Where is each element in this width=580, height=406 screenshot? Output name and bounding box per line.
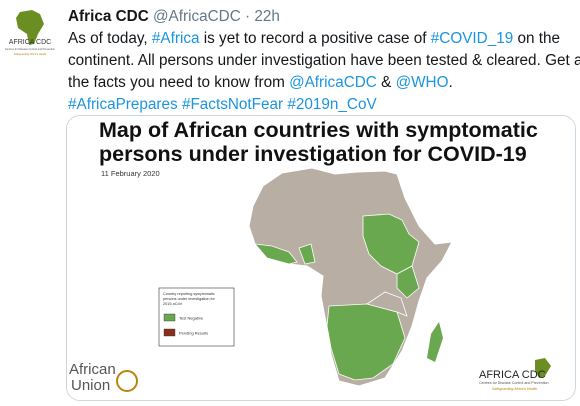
legend-label: Pending Results [179, 331, 208, 336]
text: . [448, 74, 453, 91]
link[interactable]: #FactsNotFear [181, 96, 284, 113]
au-emblem [116, 370, 138, 392]
map-image: Map of African countries with symptomati… [67, 116, 575, 400]
tweet-header: Africa CDC @AfricaCDC · 22h [68, 8, 280, 26]
cdc-logo-subtitle: Centres for Disease Control and Preventi… [479, 381, 549, 385]
avatar[interactable]: AFRICA CDC Centres for Disease Control a… [2, 4, 58, 60]
region-negative [254, 243, 298, 265]
author-name[interactable]: Africa CDC [68, 8, 149, 25]
region-negative [396, 265, 420, 299]
image-date: 11 February 2020 [101, 169, 160, 178]
text: & [376, 74, 396, 91]
link[interactable]: #Africa [151, 30, 200, 47]
separator: · [245, 8, 251, 25]
avatar-tagline: Safeguarding Africa's Health [14, 52, 47, 56]
link[interactable]: @AfricaCDC [289, 74, 377, 91]
cdc-logo-map [535, 358, 551, 378]
link[interactable]: #COVID_19 [430, 30, 514, 47]
link[interactable]: #2019n_CoV [287, 96, 377, 113]
timestamp[interactable]: 22h [254, 8, 280, 25]
logo-map [16, 10, 44, 45]
avatar-logo: AFRICA CDC Centres for Disease Control a… [5, 10, 56, 56]
legend-swatch [163, 328, 176, 337]
legend-title: 2019-nCoV [163, 302, 183, 306]
madagascar [427, 322, 443, 362]
text: continent. All persons under investigati… [68, 52, 580, 69]
handle[interactable]: @AfricaCDC [153, 8, 241, 25]
legend-title: persons under investigation for [163, 297, 216, 301]
legend-swatch [163, 313, 176, 322]
cdc-logo-name: AFRICA CDC [479, 369, 546, 381]
text: the facts you need to know from [68, 74, 290, 91]
legend-title: Country reporting symptomatic [163, 292, 215, 296]
region-negative [298, 243, 316, 265]
avatar-name: AFRICA CDC [9, 39, 51, 46]
au-logo-text: Union [71, 377, 110, 394]
text-line: the facts you need to know from @AfricaC… [68, 73, 453, 93]
text: As of today, [68, 30, 152, 47]
text-line: #AfricaPrepares #FactsNotFear #2019n_CoV [68, 95, 377, 115]
text: on the [513, 30, 561, 47]
region [366, 291, 408, 317]
avatar-subtitle: Centres for Disease Control and Preventi… [5, 47, 56, 51]
image-title: persons under investigation for COVID-19 [99, 142, 527, 166]
text-line: continent. All persons under investigati… [68, 51, 580, 71]
legend-label: Test Negative [179, 316, 204, 321]
media-card[interactable]: Map of African countries with symptomati… [66, 115, 576, 401]
link[interactable]: @WHO [395, 74, 449, 91]
image-title: Map of African countries with symptomati… [99, 118, 538, 142]
text-line: As of today, #Africa is yet to record a … [68, 29, 560, 49]
cdc-logo-tagline: Safeguarding Africa's Health [492, 387, 537, 391]
link[interactable]: #AfricaPrepares [68, 96, 178, 113]
text: is yet to record a positive case of [199, 30, 431, 47]
au-logo-text: African [69, 361, 116, 378]
